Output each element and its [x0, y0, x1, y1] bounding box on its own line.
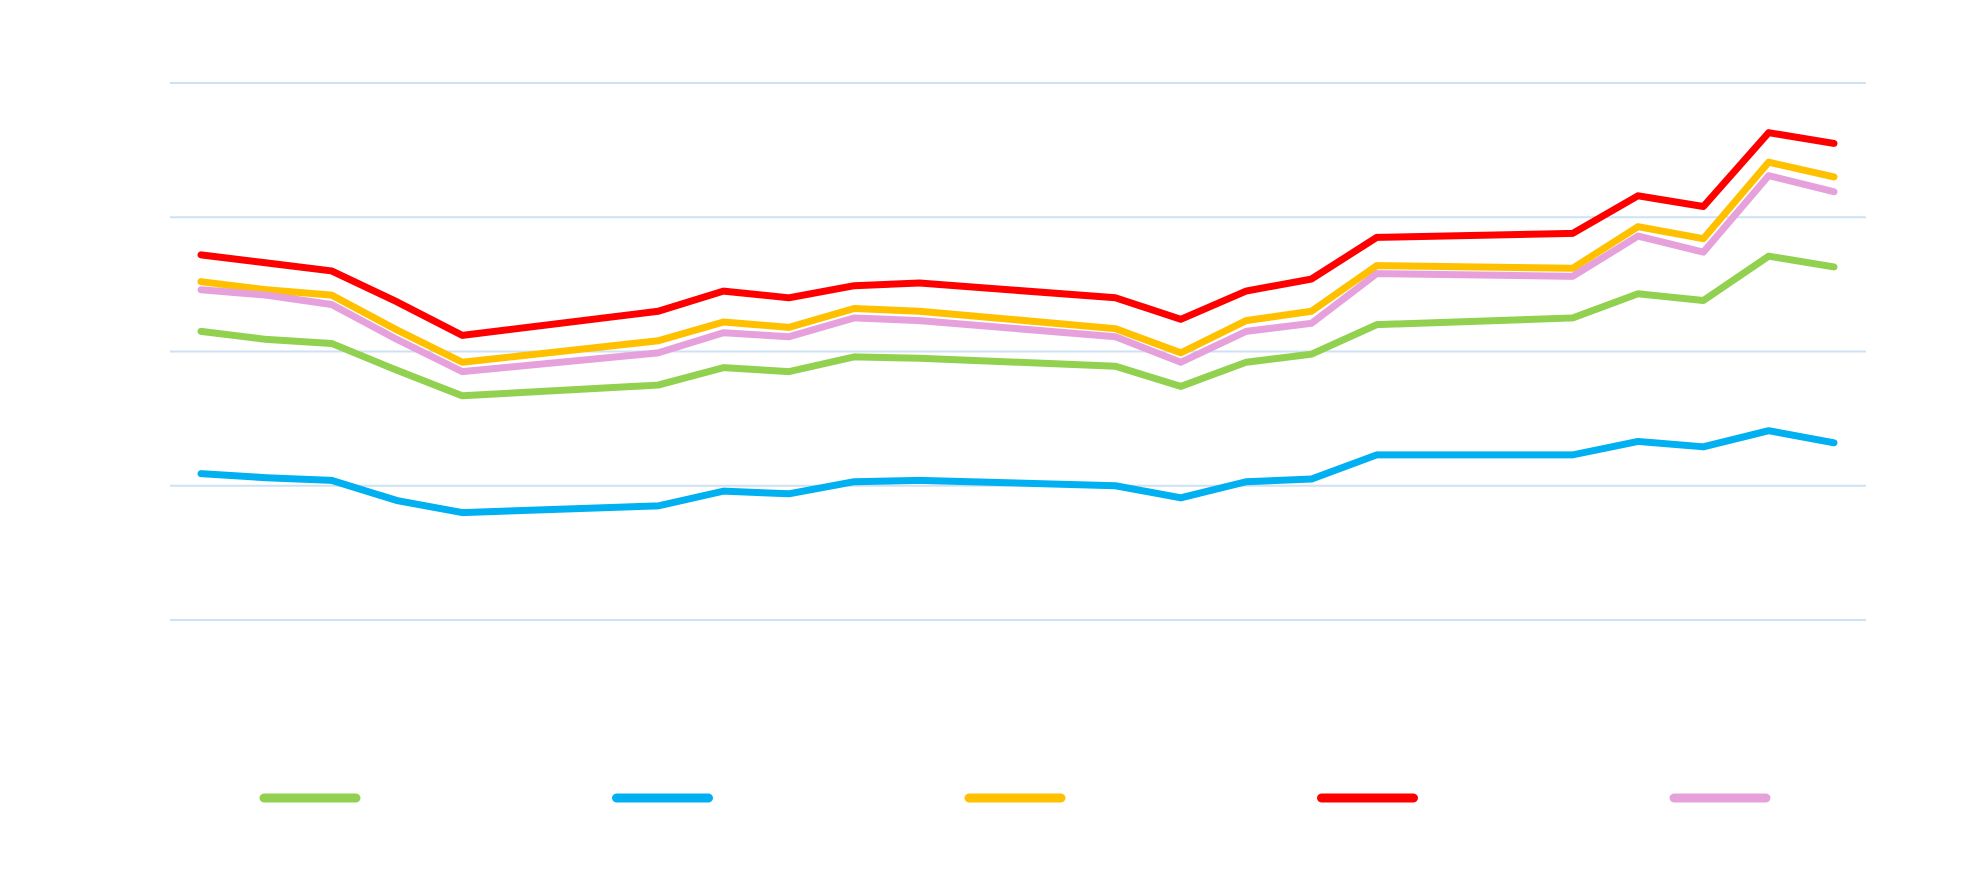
series-line [197, 129, 1838, 339]
series-line [197, 427, 1838, 517]
series-line [197, 158, 1838, 366]
series-line [197, 172, 1838, 376]
series-line [197, 252, 1838, 400]
